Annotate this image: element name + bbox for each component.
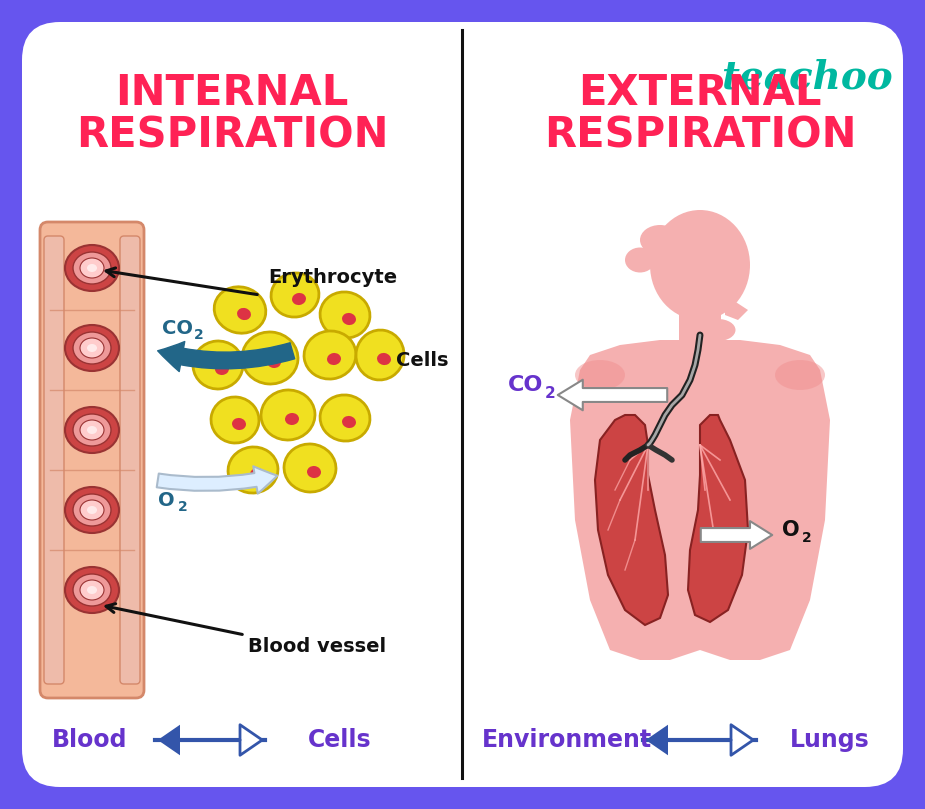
Ellipse shape xyxy=(650,210,750,320)
FancyArrowPatch shape xyxy=(558,379,667,410)
Text: RESPIRATION: RESPIRATION xyxy=(76,114,388,156)
Ellipse shape xyxy=(65,407,119,453)
Ellipse shape xyxy=(307,466,321,478)
Ellipse shape xyxy=(65,567,119,613)
FancyBboxPatch shape xyxy=(679,312,721,363)
Text: RESPIRATION: RESPIRATION xyxy=(544,114,857,156)
FancyArrowPatch shape xyxy=(156,466,278,493)
Ellipse shape xyxy=(87,264,97,272)
Ellipse shape xyxy=(625,248,655,273)
Ellipse shape xyxy=(87,426,97,434)
Text: Blood: Blood xyxy=(52,728,128,752)
Ellipse shape xyxy=(775,360,825,390)
Text: 2: 2 xyxy=(178,500,188,514)
Ellipse shape xyxy=(215,363,229,375)
Ellipse shape xyxy=(250,468,264,480)
Ellipse shape xyxy=(261,390,315,440)
Text: Environment: Environment xyxy=(482,728,652,752)
Text: Lungs: Lungs xyxy=(790,728,869,752)
FancyArrowPatch shape xyxy=(646,725,692,756)
Ellipse shape xyxy=(80,500,104,520)
Ellipse shape xyxy=(284,444,336,492)
Ellipse shape xyxy=(80,420,104,440)
FancyArrowPatch shape xyxy=(208,725,262,756)
Ellipse shape xyxy=(215,286,265,333)
Ellipse shape xyxy=(73,414,111,446)
Ellipse shape xyxy=(73,252,111,284)
Ellipse shape xyxy=(327,353,341,365)
FancyBboxPatch shape xyxy=(40,222,144,698)
Text: INTERNAL: INTERNAL xyxy=(116,72,349,114)
Ellipse shape xyxy=(285,413,299,425)
Ellipse shape xyxy=(87,586,97,594)
Text: Erythrocyte: Erythrocyte xyxy=(268,268,397,287)
Ellipse shape xyxy=(342,416,356,428)
Ellipse shape xyxy=(377,353,391,365)
Text: CO: CO xyxy=(508,375,543,395)
Polygon shape xyxy=(688,415,748,622)
Polygon shape xyxy=(570,340,830,660)
Ellipse shape xyxy=(73,332,111,364)
Text: 2: 2 xyxy=(545,386,556,400)
Ellipse shape xyxy=(87,344,97,352)
Ellipse shape xyxy=(211,397,259,443)
Ellipse shape xyxy=(65,245,119,291)
Ellipse shape xyxy=(80,338,104,358)
Ellipse shape xyxy=(65,325,119,371)
Ellipse shape xyxy=(242,332,298,384)
FancyBboxPatch shape xyxy=(44,236,64,684)
Ellipse shape xyxy=(73,574,111,606)
Ellipse shape xyxy=(237,308,251,320)
Ellipse shape xyxy=(700,319,735,341)
Ellipse shape xyxy=(80,580,104,600)
Ellipse shape xyxy=(87,506,97,514)
Ellipse shape xyxy=(65,487,119,533)
Polygon shape xyxy=(725,295,748,320)
Text: CO: CO xyxy=(162,319,193,337)
Text: O: O xyxy=(158,490,175,510)
Text: EXTERNAL: EXTERNAL xyxy=(578,72,821,114)
Ellipse shape xyxy=(356,330,404,380)
Ellipse shape xyxy=(640,225,680,255)
FancyBboxPatch shape xyxy=(22,22,903,787)
Text: O: O xyxy=(782,520,799,540)
Ellipse shape xyxy=(320,395,370,441)
Text: 2: 2 xyxy=(802,531,812,545)
Ellipse shape xyxy=(80,258,104,278)
Text: Cells: Cells xyxy=(396,350,449,370)
Text: teachoo: teachoo xyxy=(722,58,893,96)
Ellipse shape xyxy=(575,360,625,390)
Ellipse shape xyxy=(342,313,356,325)
Ellipse shape xyxy=(292,293,306,305)
Ellipse shape xyxy=(320,292,370,338)
FancyArrowPatch shape xyxy=(697,725,753,756)
FancyArrowPatch shape xyxy=(158,725,203,756)
FancyBboxPatch shape xyxy=(120,236,140,684)
Ellipse shape xyxy=(267,356,281,368)
FancyArrowPatch shape xyxy=(157,341,295,371)
Ellipse shape xyxy=(228,447,278,493)
Polygon shape xyxy=(595,415,668,625)
Ellipse shape xyxy=(193,341,243,389)
Ellipse shape xyxy=(271,273,319,317)
FancyArrowPatch shape xyxy=(701,521,772,549)
Text: Blood vessel: Blood vessel xyxy=(248,637,386,656)
Ellipse shape xyxy=(304,331,356,379)
Text: Cells: Cells xyxy=(308,728,372,752)
Ellipse shape xyxy=(232,418,246,430)
Text: 2: 2 xyxy=(194,328,204,342)
Ellipse shape xyxy=(73,494,111,526)
